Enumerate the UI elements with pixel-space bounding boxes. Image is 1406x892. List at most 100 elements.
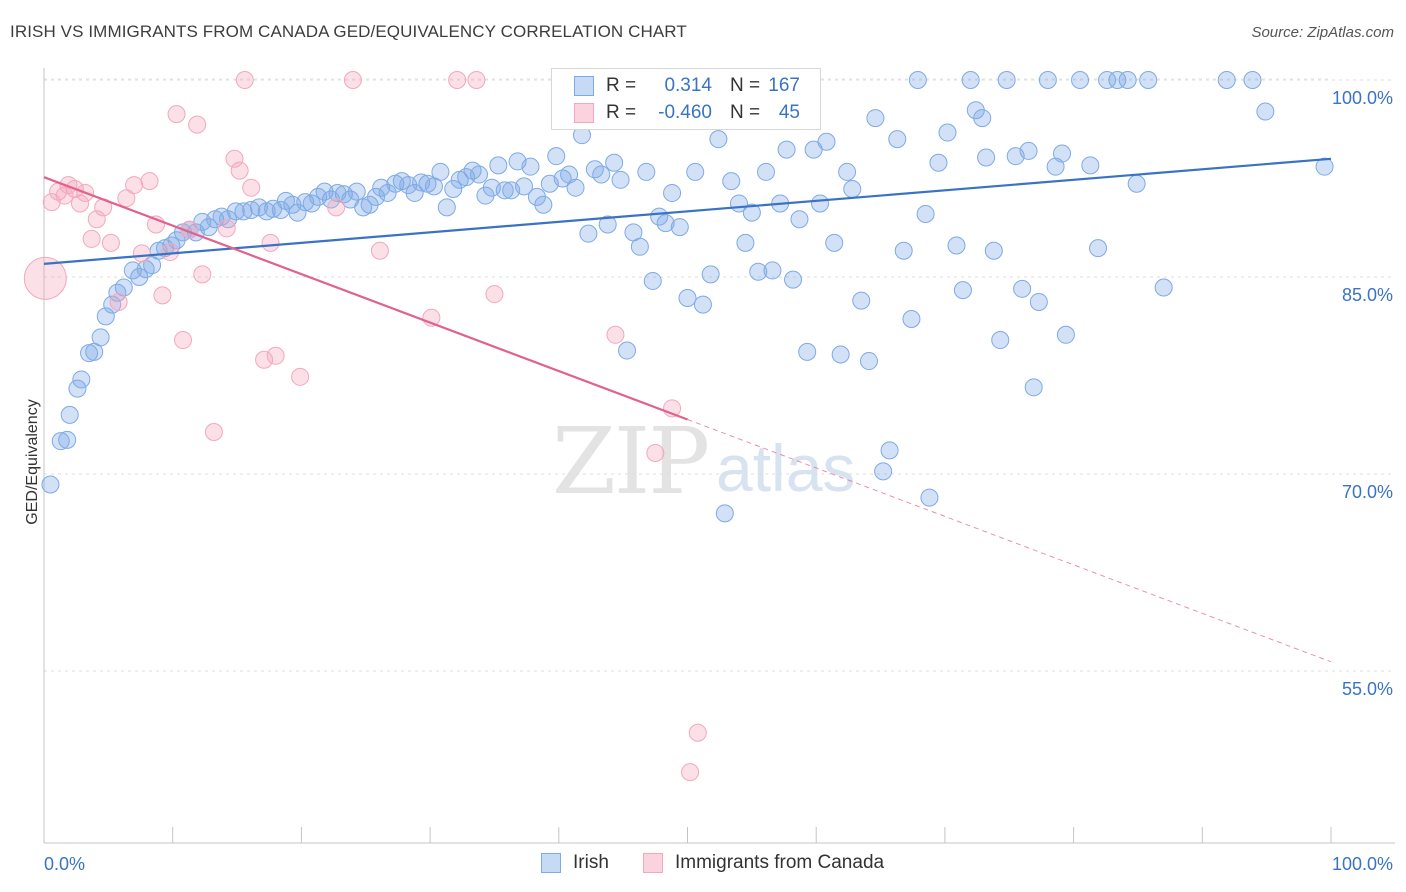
irish-point xyxy=(72,370,91,389)
irish-point xyxy=(686,162,705,181)
irish-legend-swatch xyxy=(541,853,561,873)
irish-point xyxy=(405,183,424,202)
legend-row-canada: R = -0.460 N = 45 xyxy=(574,100,800,126)
y-tick-label: 85.0% xyxy=(1342,285,1393,305)
irish-point xyxy=(234,202,253,221)
irish-point xyxy=(991,331,1010,350)
irish-point xyxy=(264,199,283,218)
irish-point xyxy=(1127,174,1146,193)
irish-point xyxy=(736,233,755,252)
irish-point xyxy=(920,488,939,507)
y-tick-label: 55.0% xyxy=(1342,679,1393,699)
irish-point xyxy=(1315,157,1334,176)
correlation-legend: R = 0.314 N = 167 R = -0.460 N = 45 xyxy=(551,68,821,130)
canada-point xyxy=(140,172,159,191)
irish-point xyxy=(643,271,662,290)
irish-point xyxy=(60,405,79,424)
irish-point xyxy=(560,165,579,184)
irish-point xyxy=(367,187,386,206)
chart-source: Source: ZipAtlas.com xyxy=(1251,24,1394,41)
irish-point xyxy=(1038,71,1057,89)
irish-point xyxy=(908,71,927,89)
canada-point xyxy=(167,105,186,124)
canada-point xyxy=(109,292,128,311)
irish-point xyxy=(1024,378,1043,397)
irish-point xyxy=(866,109,885,128)
irish-point xyxy=(817,132,836,151)
watermark-zip: ZIP xyxy=(552,408,710,515)
canada-legend-swatch xyxy=(643,853,663,873)
irish-point xyxy=(947,236,966,255)
irish-point xyxy=(929,153,948,172)
irish-point xyxy=(790,210,809,229)
irish-point xyxy=(1029,292,1048,311)
canada-point xyxy=(82,229,101,248)
legend-n-value: 167 xyxy=(768,75,800,96)
irish-point xyxy=(693,295,712,314)
irish-point xyxy=(378,183,397,202)
canada-point xyxy=(448,71,467,89)
irish-point xyxy=(1056,325,1075,344)
irish-point xyxy=(534,195,553,214)
canada-point xyxy=(688,723,707,742)
canada-point xyxy=(242,178,261,197)
x-tick-label: 100.0% xyxy=(1332,854,1393,874)
canada-point xyxy=(193,265,212,284)
chart-title: IRISH VS IMMIGRANTS FROM CANADA GED/EQUI… xyxy=(10,22,687,41)
irish-point xyxy=(1053,144,1072,163)
irish-point xyxy=(798,342,817,361)
irish-point xyxy=(973,109,992,128)
irish-point xyxy=(825,233,844,252)
legend-r-label: R = xyxy=(606,75,637,96)
irish-point xyxy=(470,165,489,184)
irish-point xyxy=(58,430,77,449)
canada-point xyxy=(606,325,625,344)
irish-point xyxy=(1071,71,1090,89)
canada-point xyxy=(188,115,207,134)
irish-trend-line xyxy=(43,157,1332,265)
legend-r-value: 0.314 xyxy=(664,75,712,96)
irish-point xyxy=(997,71,1016,89)
irish-point xyxy=(1013,279,1032,298)
irish-point xyxy=(637,162,656,181)
irish-point xyxy=(763,261,782,280)
irish-point xyxy=(611,170,630,189)
watermark-atlas: atlas xyxy=(716,431,856,505)
legend-n-label: N = xyxy=(730,75,761,96)
irish-point xyxy=(605,153,624,172)
canada-point xyxy=(266,346,285,365)
irish-point xyxy=(630,237,649,256)
canada-point xyxy=(343,71,362,89)
irish-point xyxy=(701,265,720,284)
irish-point xyxy=(777,140,796,159)
irish-point xyxy=(880,441,899,460)
irish-point xyxy=(722,172,741,191)
canada-point xyxy=(173,331,192,350)
canada-point xyxy=(646,443,665,462)
series-legend-canada[interactable]: Immigrants from Canada xyxy=(643,852,884,874)
irish-point xyxy=(96,307,115,326)
irish-point xyxy=(984,241,1003,260)
irish-point xyxy=(431,162,450,181)
canada-point xyxy=(55,186,74,205)
irish-point xyxy=(670,218,689,237)
canada-point xyxy=(23,256,67,300)
irish-point xyxy=(123,261,142,280)
canada-point xyxy=(261,233,280,252)
series-legend-irish[interactable]: Irish xyxy=(541,852,609,874)
irish-point xyxy=(1081,156,1100,175)
irish-point xyxy=(757,162,776,181)
irish-point xyxy=(1139,71,1158,89)
irish-point xyxy=(1019,141,1038,160)
irish-point xyxy=(618,341,637,360)
irish-point xyxy=(1046,157,1065,176)
irish-point xyxy=(437,198,456,217)
irish-point xyxy=(489,156,508,175)
irish-point xyxy=(1154,278,1173,297)
canada-point xyxy=(327,198,346,217)
irish-point xyxy=(547,147,566,166)
canada-point xyxy=(132,244,151,263)
irish-point xyxy=(68,379,87,398)
irish-point xyxy=(709,130,728,149)
